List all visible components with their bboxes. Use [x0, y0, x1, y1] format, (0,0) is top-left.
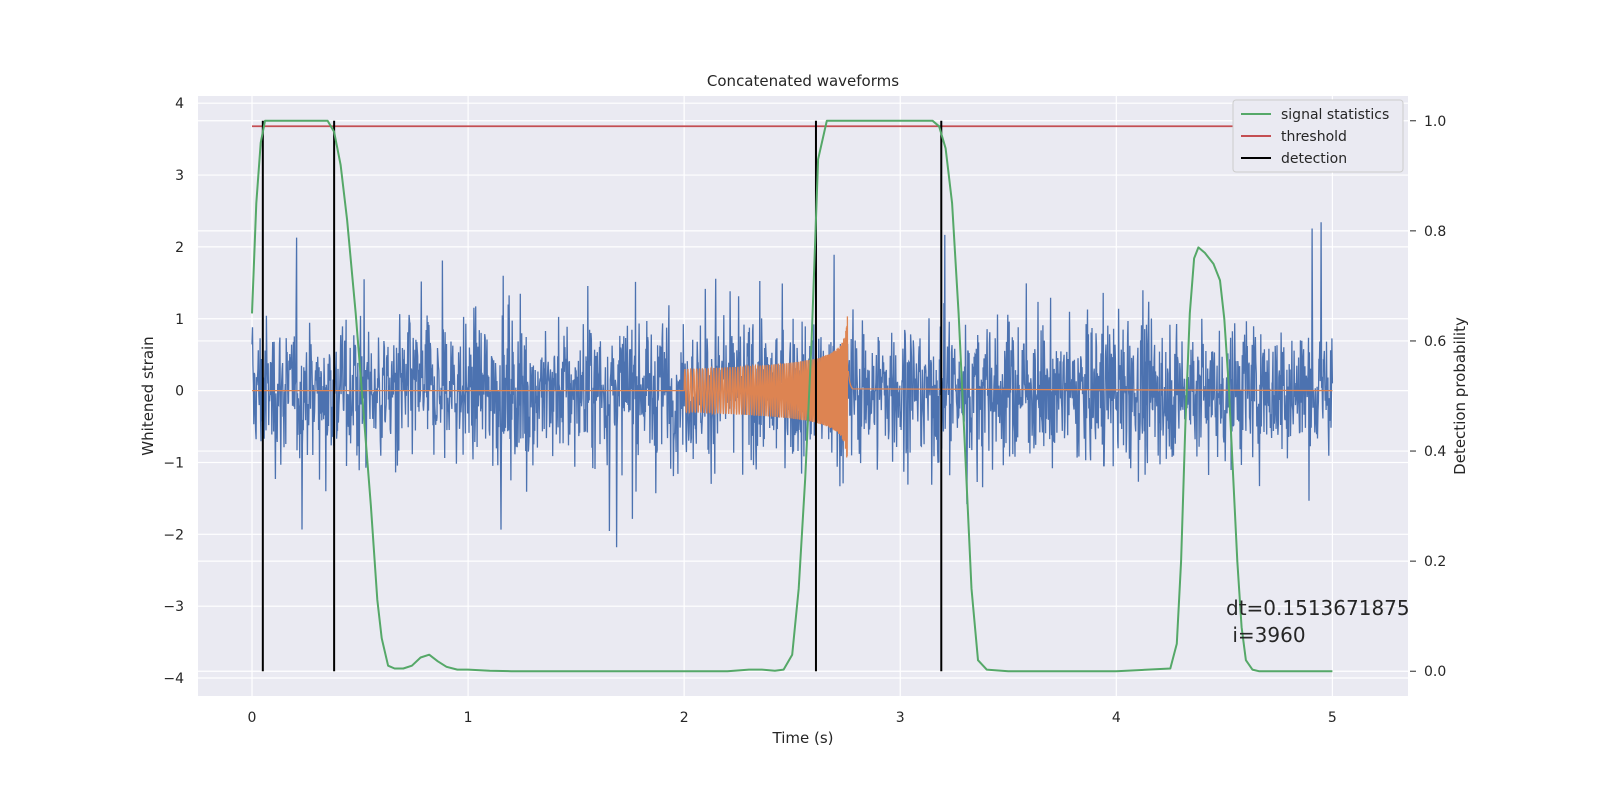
y2-tick-label: 0.4 — [1424, 444, 1446, 460]
x-tick-label: 0 — [248, 710, 257, 726]
x-tick-label: 2 — [680, 710, 689, 726]
x-tick-label: 4 — [1112, 710, 1121, 726]
signal-statistics-line — [251, 119, 1333, 673]
y2-tick-label: 1.0 — [1424, 114, 1446, 130]
tick-layer: 0 1 2 3 4 5 −4 −3 −2 −1 0 1 2 3 4 0.0 0.2 0.4 0.6 0.8 1.0 — [163, 96, 1446, 726]
x-tick-label: 1 — [464, 710, 473, 726]
x-axis-label: Time (s) — [772, 729, 834, 747]
y-tick-label: −3 — [163, 599, 184, 615]
legend-label-detection: detection — [1281, 151, 1347, 167]
y2-tick-label: 0.2 — [1424, 554, 1446, 570]
legend-box — [1232, 99, 1404, 173]
y-tick-label: 1 — [175, 312, 184, 328]
y2-tick-label: 0.6 — [1424, 334, 1446, 350]
x-tick-label: 5 — [1328, 710, 1337, 726]
chart-title: Concatenated waveforms — [707, 72, 899, 90]
y-tick-label: −2 — [163, 527, 184, 543]
grid — [198, 96, 1408, 696]
y-tick-label: 4 — [175, 96, 184, 112]
y-tick-label: 0 — [175, 384, 184, 400]
y-tick-label: −1 — [163, 455, 184, 471]
legend-label-threshold: threshold — [1281, 129, 1347, 145]
legend: signal statistics threshold detection — [1232, 99, 1404, 173]
y2-tick-label: 0.8 — [1424, 224, 1446, 240]
y-tick-label: −4 — [163, 671, 184, 687]
x-tick-label: 3 — [896, 710, 905, 726]
y-tick-label: 3 — [175, 168, 184, 184]
y2-tick-label: 0.0 — [1424, 664, 1446, 680]
y2-axis-label: Detection probability — [1451, 317, 1469, 475]
annotation-dt: dt=0.1513671875 — [1226, 596, 1410, 620]
strain-signal-line — [252, 316, 1333, 458]
annotation-i: i=3960 — [1226, 623, 1306, 647]
legend-label-signal-statistics: signal statistics — [1281, 107, 1389, 123]
y-axis-label: Whitened strain — [139, 336, 157, 455]
y-tick-label: 2 — [175, 240, 184, 256]
series-layer — [251, 119, 1334, 673]
